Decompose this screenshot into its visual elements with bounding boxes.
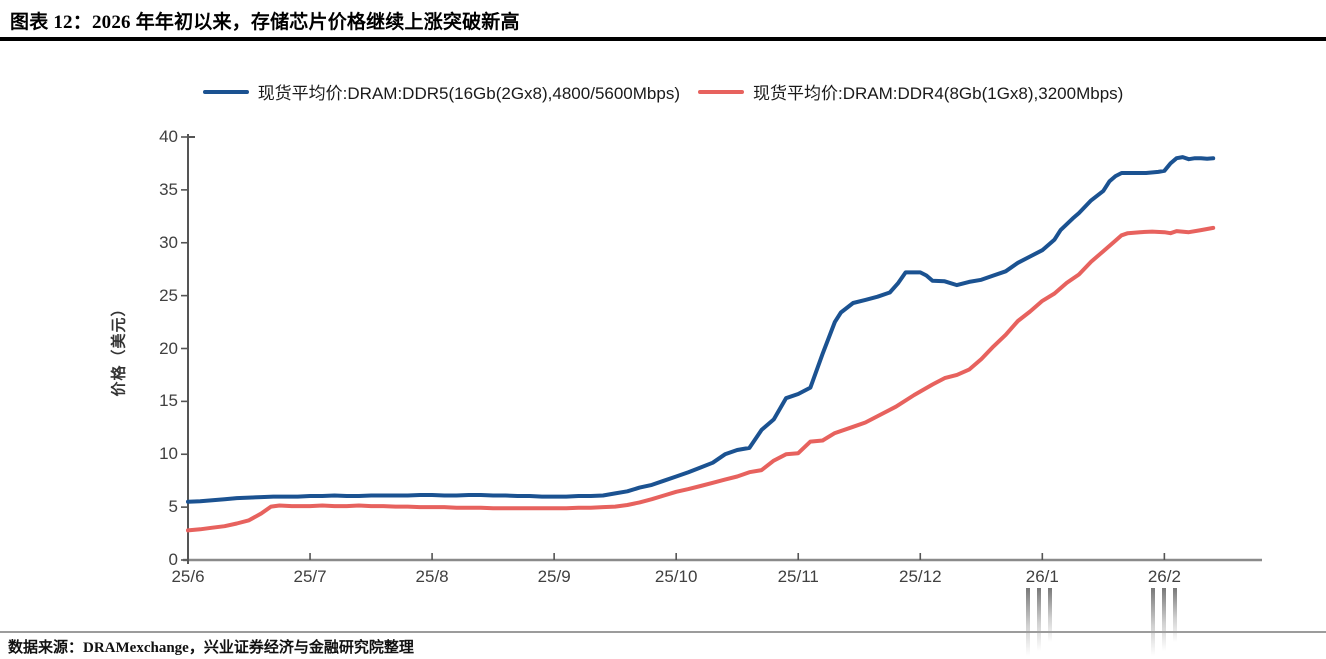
legend-label-ddr5: 现货平均价:DRAM:DDR5(16Gb(2Gx8),4800/5600Mbps… — [257, 84, 680, 103]
y-tick-label: 10 — [159, 444, 178, 464]
x-tick-label: 25/9 — [537, 567, 571, 586]
render-artifact-smear-2 — [1151, 588, 1191, 656]
title-divider-line — [0, 37, 1326, 41]
ddr4-price-line — [186, 225, 1216, 533]
footer-divider-line — [0, 631, 1326, 633]
x-tick-label: 25/7 — [293, 567, 327, 586]
x-tick-label: 26/1 — [1025, 567, 1059, 586]
y-tick-label: 5 — [168, 497, 178, 517]
legend-item-ddr5: 现货平均价:DRAM:DDR5(16Gb(2Gx8),4800/5600Mbps… — [202, 79, 680, 104]
y-tick-label: 30 — [159, 232, 178, 252]
y-tick-label: 0 — [168, 550, 178, 569]
x-tick-label: 25/10 — [654, 567, 698, 586]
x-tick-label: 26/2 — [1147, 567, 1181, 586]
legend-label-ddr4: 现货平均价:DRAM:DDR4(8Gb(1Gx8),3200Mbps) — [753, 84, 1124, 103]
ddr5-line-swatch — [202, 89, 249, 94]
y-tick-label: 15 — [159, 391, 178, 411]
chart-title: 图表 12：2026 年年初以来，存储芯片价格继续上涨突破新高 — [10, 12, 520, 33]
x-tick-label: 25/11 — [777, 567, 819, 586]
y-tick-label: 35 — [159, 179, 178, 199]
ddr5-price-line — [186, 155, 1216, 504]
y-tick-label: 25 — [159, 285, 178, 305]
render-artifact-smear-1 — [1026, 588, 1066, 656]
x-tick-label: 25/12 — [898, 567, 942, 586]
y-tick-label: 40 — [159, 127, 178, 146]
x-tick-label: 25/6 — [171, 567, 205, 586]
ddr4-line-swatch — [698, 89, 744, 94]
y-tick-label: 20 — [159, 338, 178, 358]
data-source-note: 数据来源：DRAMexchange，兴业证券经济与金融研究院整理 — [8, 640, 414, 656]
legend-item-ddr4: 现货平均价:DRAM:DDR4(8Gb(1Gx8),3200Mbps) — [698, 79, 1123, 104]
chart-legend: 现货平均价:DRAM:DDR5(16Gb(2Gx8),4800/5600Mbps… — [0, 79, 1326, 104]
x-tick-label: 25/8 — [415, 567, 449, 586]
